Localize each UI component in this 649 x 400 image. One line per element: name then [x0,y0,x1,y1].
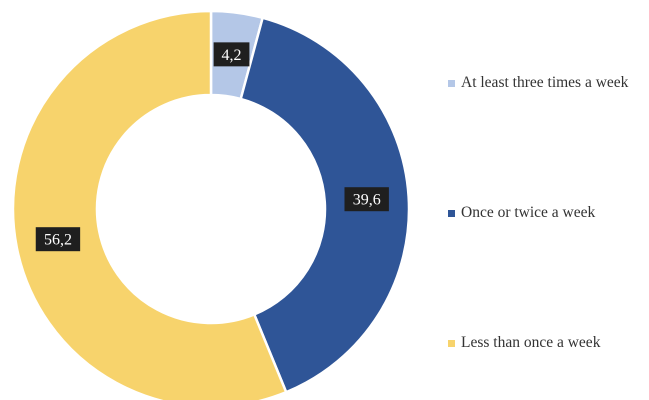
donut-chart: 4,2 39,6 56,2 [11,9,411,400]
data-label-background [344,187,389,212]
legend-label: At least three times a week [461,74,629,91]
data-label-text: 56,2 [44,232,72,249]
donut-slice [11,9,288,400]
legend-label: Less than once a week [461,334,601,351]
legend-item-once-or-twice: Once or twice a week [448,204,595,222]
data-label-text: 39,6 [353,192,381,209]
legend-item-less-than-once: Less than once a week [448,334,600,352]
legend: At least three times a week Once or twic… [448,0,648,400]
data-label-background [35,227,81,252]
data-label: 39,6 [344,187,389,212]
legend-swatch [448,209,455,217]
legend-swatch [448,79,455,87]
donut-slice [239,16,411,394]
data-label-background [213,42,250,67]
legend-item-at-least-three-times: At least three times a week [448,74,628,92]
legend-label: Once or twice a week [461,204,596,221]
data-label-text: 4,2 [222,47,242,64]
data-label: 4,2 [213,42,250,67]
data-label: 56,2 [35,227,81,252]
legend-swatch [448,339,455,347]
